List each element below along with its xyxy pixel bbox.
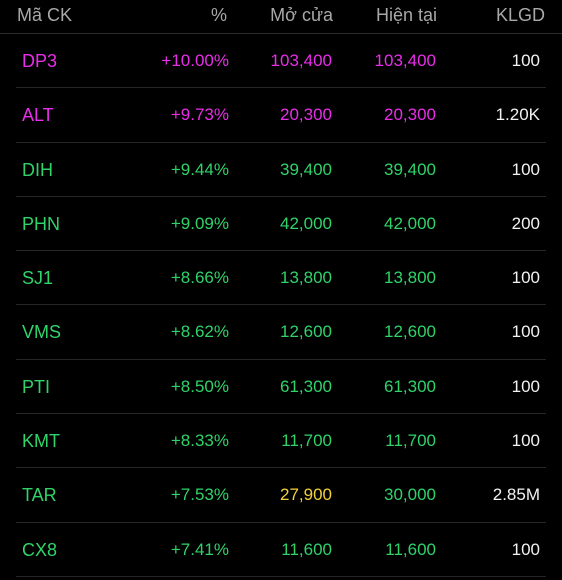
trading-volume: 1.20K [495,105,540,125]
current-price: 103,400 [374,51,436,70]
stock-code: DIH [22,159,53,180]
current-price: 20,300 [384,105,436,125]
open-price: 13,800 [280,268,332,288]
current-price: 12,600 [384,322,436,342]
trading-volume: 100 [511,376,540,396]
current-price: 30,000 [384,485,436,505]
stock-code: ALT [22,105,54,126]
trading-volume: 200 [511,213,540,233]
current-price: 39,400 [384,159,436,179]
header-code[interactable]: Mã CK [17,5,73,25]
header-percent[interactable]: % [210,5,227,25]
stock-code: TAR [22,485,57,506]
table-row[interactable]: PTI +8.50% 61,300 61,300 100 [0,360,562,415]
percent-change: +8.33% [170,431,229,451]
percent-change: +8.62% [170,322,229,342]
trading-volume: 100 [511,322,540,342]
stock-code: SJ1 [22,268,54,289]
percent-change: +9.44% [170,159,229,179]
current-price: 42,000 [384,213,436,233]
table-header: Mã CK % Mở cửa Hiện tại KLGD [0,0,562,34]
table-row[interactable]: DP3 +10.00% 103,400 103,400 100 [0,34,562,89]
current-price: 61,300 [384,376,436,396]
current-price: 11,700 [385,431,436,451]
stock-code: DP3 [22,51,58,71]
open-price: 11,600 [281,539,332,559]
table-body: DP3 +10.00% 103,400 103,400 100 ALT +9.73% 20,3… [0,34,562,578]
trading-volume: 100 [511,159,540,179]
table-row[interactable]: TAR +7.53% 27,900 30,000 2.85M [0,468,562,523]
percent-change: +8.66% [170,268,229,288]
table-row[interactable]: PHN +9.09% 42,000 42,000 200 [0,197,562,252]
open-price: 39,400 [280,159,332,179]
header-open[interactable]: Mở cửa [270,5,333,25]
percent-change: +9.73% [170,105,229,125]
stock-code: CX8 [22,539,58,560]
stock-code: KMT [22,431,60,452]
header-current[interactable]: Hiện tại [375,5,437,25]
table-row[interactable]: SJ1 +8.66% 13,800 13,800 100 [0,251,562,306]
open-price: 11,700 [281,431,332,451]
percent-change: +7.53% [170,485,229,505]
stock-code: PHN [22,213,61,234]
percent-change: +7.41% [170,539,229,559]
trading-volume: 100 [511,268,540,288]
open-price: 103,400 [270,51,332,70]
percent-change: +8.50% [170,376,229,396]
open-price: 12,600 [280,322,332,342]
open-price: 61,300 [280,376,332,396]
trading-volume: 100 [511,539,540,559]
trading-volume: 100 [511,431,540,451]
table-row[interactable]: DIH +9.44% 39,400 39,400 100 [0,143,562,198]
table-row[interactable]: VMS +8.62% 12,600 12,600 100 [0,305,562,361]
header-volume[interactable]: KLGD [495,5,545,25]
percent-change: +10.00% [161,51,229,70]
trading-volume: 2.85M [492,485,540,505]
open-price: 42,000 [280,213,332,233]
current-price: 11,600 [385,539,436,559]
trading-volume: 100 [511,51,540,70]
stock-code: VMS [22,322,62,343]
percent-change: +9.09% [170,213,229,233]
open-price: 27,900 [280,485,332,505]
current-price: 13,800 [384,268,436,288]
stock-code: PTI [22,376,51,397]
table-row[interactable]: ALT +9.73% 20,300 20,300 1.20K [0,88,562,143]
table-row[interactable]: KMT +8.33% 11,700 11,700 100 [0,414,562,469]
open-price: 20,300 [280,105,332,125]
table-row[interactable]: CX8 +7.41% 11,600 11,600 100 [0,523,562,578]
